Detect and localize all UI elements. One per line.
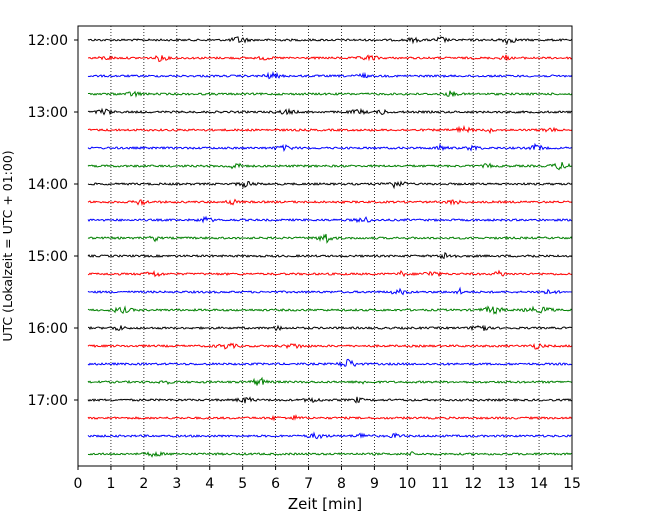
seismo-trace	[87, 376, 573, 386]
seismo-trace	[87, 162, 573, 171]
seismo-trace	[87, 269, 573, 278]
seismo-trace	[87, 54, 573, 63]
x-tick-label: 1	[106, 476, 115, 492]
x-axis-title: Zeit [min]	[288, 495, 362, 513]
seismo-trace	[87, 414, 573, 422]
y-axis-title: UTC (Lokalzeit = UTC + 01:00)	[0, 150, 15, 341]
x-tick-label: 3	[172, 476, 181, 492]
x-tick-layer: 0 1 2 3 4 5 6 7 8 9 10 11 12 13 14 15	[74, 466, 581, 492]
seismo-trace	[87, 124, 573, 135]
seismo-trace	[87, 251, 573, 260]
y-tick-label: 13:00	[28, 105, 68, 121]
seismo-trace	[87, 305, 573, 315]
x-tick-label: 0	[74, 476, 83, 492]
x-tick-label: 13	[497, 476, 515, 492]
y-tick-layer: 12:00 13:00 14:00 15:00 16:00 17:00	[28, 33, 78, 409]
seismo-trace	[87, 324, 573, 332]
seismo-trace	[87, 431, 573, 440]
trace-layer	[87, 36, 573, 458]
seismo-trace	[87, 142, 573, 152]
seismo-trace	[87, 90, 573, 98]
x-tick-label: 6	[271, 476, 280, 492]
seismo-trace	[87, 215, 573, 224]
x-tick-label: 9	[370, 476, 379, 492]
y-tick-label: 15:00	[28, 249, 68, 265]
seismo-trace	[87, 358, 573, 368]
x-tick-label: 5	[238, 476, 247, 492]
x-tick-label: 2	[139, 476, 148, 492]
y-tick-label: 12:00	[28, 33, 68, 49]
seismo-trace	[87, 342, 573, 350]
seismo-trace	[87, 36, 573, 45]
y-tick-label: 17:00	[28, 393, 68, 409]
seismo-trace	[87, 451, 573, 458]
seismo-trace	[87, 286, 573, 296]
x-tick-label: 7	[304, 476, 313, 492]
x-tick-label: 4	[205, 476, 214, 492]
x-tick-label: 11	[431, 476, 449, 492]
x-tick-label: 14	[530, 476, 548, 492]
x-tick-label: 8	[337, 476, 346, 492]
seismo-trace	[87, 180, 573, 190]
seismo-trace	[87, 198, 573, 207]
x-tick-label: 10	[398, 476, 416, 492]
y-tick-label: 16:00	[28, 321, 68, 337]
seismo-trace	[87, 233, 573, 244]
grid-layer	[110, 26, 540, 466]
plot-frame	[77, 25, 573, 467]
x-tick-label: 12	[464, 476, 482, 492]
seismo-trace	[87, 396, 573, 404]
y-tick-label: 14:00	[28, 177, 68, 193]
seismo-trace	[87, 107, 573, 116]
seismo-trace	[87, 70, 573, 80]
x-tick-label: 15	[563, 476, 581, 492]
